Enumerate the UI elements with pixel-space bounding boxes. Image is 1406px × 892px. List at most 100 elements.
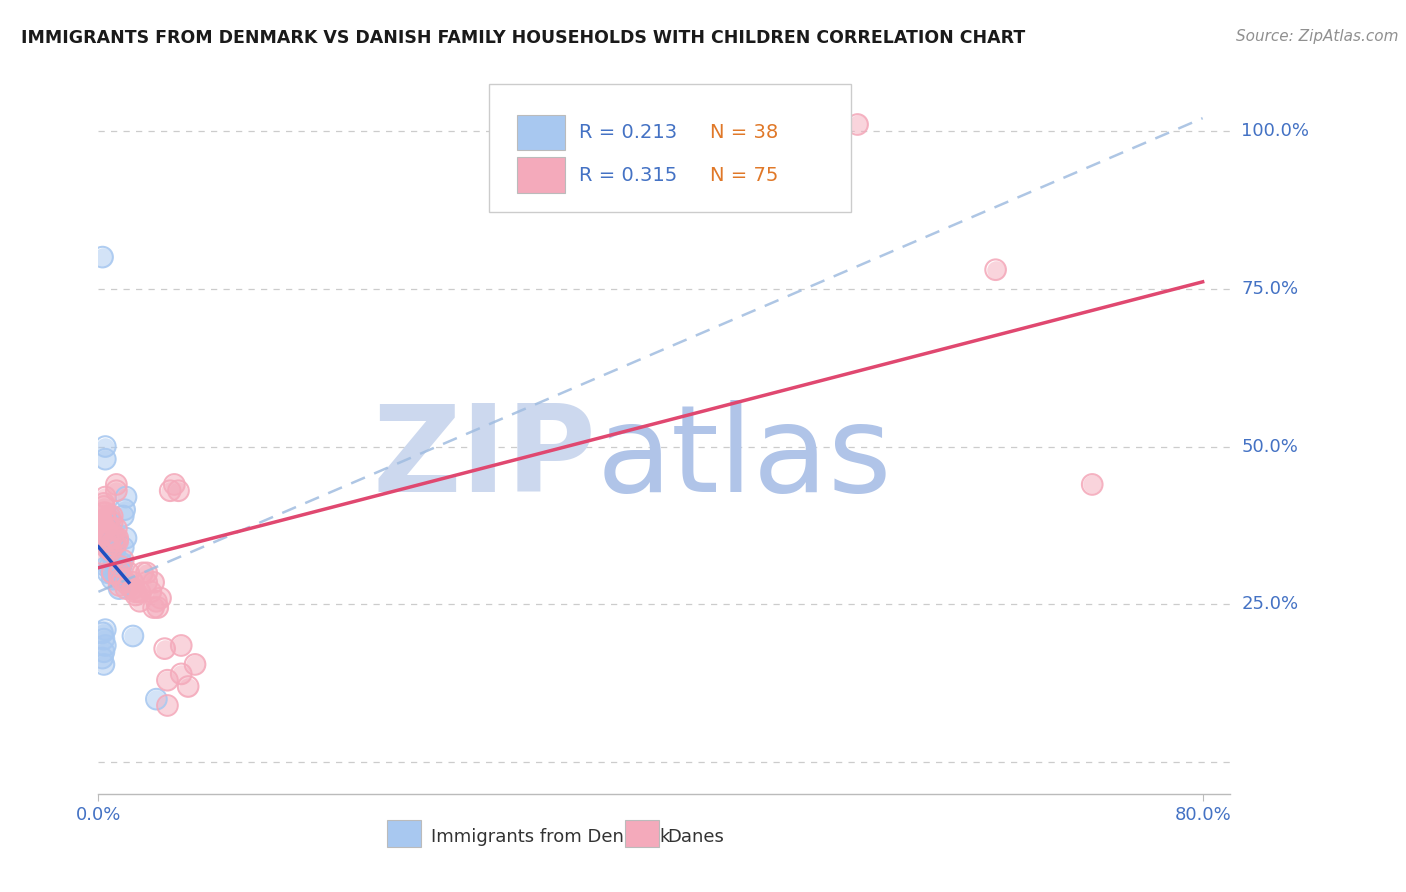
Point bbox=[107, 569, 129, 583]
Point bbox=[128, 584, 150, 599]
Point bbox=[93, 500, 115, 514]
Point bbox=[96, 541, 118, 555]
Point bbox=[103, 534, 125, 549]
Point bbox=[103, 528, 125, 542]
Point bbox=[97, 531, 120, 545]
Point bbox=[110, 559, 132, 574]
Point bbox=[94, 522, 117, 536]
Point bbox=[110, 559, 132, 574]
Point bbox=[105, 563, 128, 577]
Point bbox=[107, 534, 129, 549]
Point bbox=[97, 541, 120, 555]
Point bbox=[107, 566, 129, 580]
Point bbox=[145, 594, 167, 608]
Point bbox=[122, 582, 145, 596]
Point bbox=[110, 566, 132, 580]
Point bbox=[170, 666, 193, 681]
Point bbox=[96, 534, 118, 549]
Point bbox=[177, 680, 200, 694]
Point bbox=[94, 522, 117, 536]
Point bbox=[156, 698, 179, 713]
Point bbox=[122, 575, 145, 590]
Point bbox=[153, 641, 176, 656]
Point bbox=[93, 496, 115, 510]
Point bbox=[142, 600, 165, 615]
Point bbox=[115, 575, 138, 590]
Text: 75.0%: 75.0% bbox=[1241, 280, 1298, 298]
Point bbox=[170, 666, 193, 681]
Point bbox=[107, 534, 129, 549]
Point bbox=[97, 541, 120, 555]
Point bbox=[96, 559, 118, 574]
Point bbox=[846, 118, 869, 132]
Point bbox=[100, 531, 122, 545]
Point bbox=[100, 543, 122, 558]
Point bbox=[145, 594, 167, 608]
Point bbox=[128, 594, 150, 608]
Point bbox=[107, 569, 129, 583]
Point bbox=[94, 623, 117, 637]
Point bbox=[93, 645, 115, 659]
Point bbox=[115, 575, 138, 590]
Point bbox=[96, 541, 118, 555]
Point bbox=[135, 575, 157, 590]
Point bbox=[105, 569, 128, 583]
Point bbox=[101, 541, 124, 555]
FancyBboxPatch shape bbox=[517, 157, 565, 193]
Point bbox=[101, 541, 124, 555]
Point bbox=[167, 483, 190, 498]
Point bbox=[118, 578, 141, 592]
Point bbox=[122, 582, 145, 596]
Point bbox=[1081, 477, 1104, 491]
Point bbox=[97, 528, 120, 542]
Point bbox=[108, 582, 131, 596]
Point bbox=[108, 582, 131, 596]
Point bbox=[118, 566, 141, 580]
Point bbox=[91, 651, 114, 665]
Point bbox=[112, 541, 135, 555]
Point bbox=[93, 506, 115, 520]
Point bbox=[93, 506, 115, 520]
Point bbox=[112, 572, 135, 586]
Text: ZIP: ZIP bbox=[373, 400, 596, 517]
Point bbox=[104, 537, 127, 551]
Point bbox=[111, 557, 134, 571]
Point bbox=[108, 569, 131, 583]
Point bbox=[105, 559, 128, 574]
Point bbox=[101, 508, 124, 523]
Point bbox=[135, 566, 157, 580]
Point bbox=[101, 566, 124, 580]
FancyBboxPatch shape bbox=[387, 821, 420, 847]
Point bbox=[91, 250, 114, 264]
Point bbox=[156, 673, 179, 688]
Point bbox=[93, 657, 115, 672]
Point bbox=[115, 490, 138, 504]
Point bbox=[149, 591, 172, 606]
Point bbox=[163, 477, 186, 491]
Point bbox=[94, 452, 117, 467]
Point bbox=[101, 566, 124, 580]
Point bbox=[94, 512, 117, 526]
Point bbox=[98, 559, 121, 574]
Point bbox=[100, 547, 122, 561]
Point bbox=[112, 553, 135, 567]
Point bbox=[112, 572, 135, 586]
Point bbox=[170, 639, 193, 653]
Point bbox=[107, 531, 129, 545]
Point bbox=[101, 534, 124, 549]
Point bbox=[110, 566, 132, 580]
Point bbox=[108, 569, 131, 583]
Point bbox=[122, 629, 145, 643]
Point bbox=[105, 483, 128, 498]
Point bbox=[97, 528, 120, 542]
Point bbox=[94, 623, 117, 637]
Point bbox=[110, 572, 132, 586]
Point bbox=[91, 651, 114, 665]
Point bbox=[142, 600, 165, 615]
Point bbox=[94, 639, 117, 653]
Point bbox=[131, 566, 153, 580]
Point bbox=[112, 553, 135, 567]
Point bbox=[101, 566, 124, 580]
Point bbox=[98, 543, 121, 558]
Point bbox=[98, 522, 121, 536]
